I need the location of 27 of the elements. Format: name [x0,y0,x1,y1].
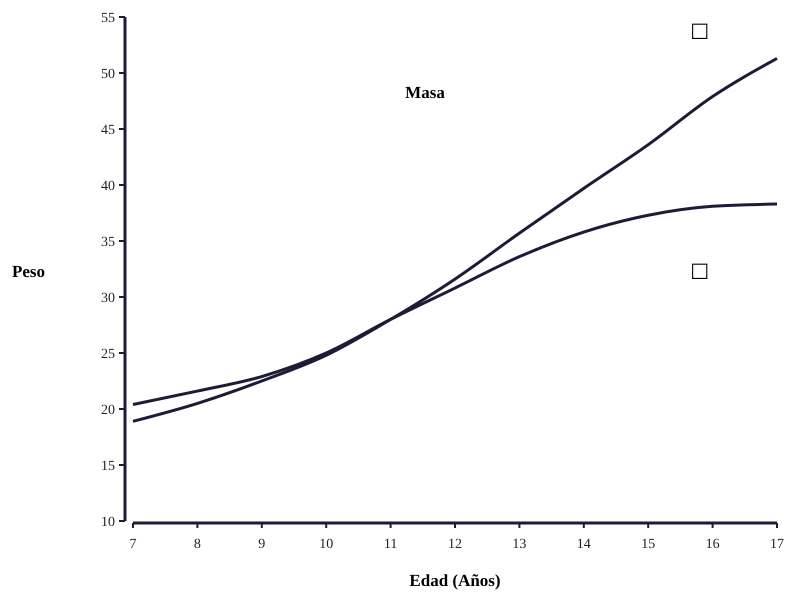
x-tick-label: 17 [770,537,784,552]
x-tick-label: 13 [512,537,526,552]
y-tick-label: 30 [101,290,115,306]
y-tick-label: 40 [101,178,115,194]
line-series [132,56,778,423]
y-tick-label: 25 [101,346,115,362]
x-tick-label: 11 [384,537,398,552]
x-tick-label: 7 [130,537,136,552]
x-tick-label: 15 [641,537,656,552]
y-tick-label: 35 [101,234,115,250]
x-tick-label: 12 [448,537,462,552]
x-tick-label: 9 [258,537,266,552]
text: □ [690,257,710,282]
y-tick-label: 15 [101,458,115,474]
y-tick-label: 45 [101,122,115,138]
text: □ [690,18,710,42]
x-axis-title: Edad (Años) [409,571,501,590]
y-tick-label: 50 [101,66,115,82]
text: Masa [405,83,446,102]
y-axis-title: Peso [12,262,46,281]
y-tick-label: 20 [101,402,115,418]
y-tick-label: 10 [101,514,115,530]
x-tick-label: 14 [576,537,591,552]
x-tick-label: 16 [706,537,720,552]
x-tick-label: 8 [194,537,201,552]
x-tick-label: 10 [319,537,334,552]
y-tick-label: 55 [101,10,115,26]
